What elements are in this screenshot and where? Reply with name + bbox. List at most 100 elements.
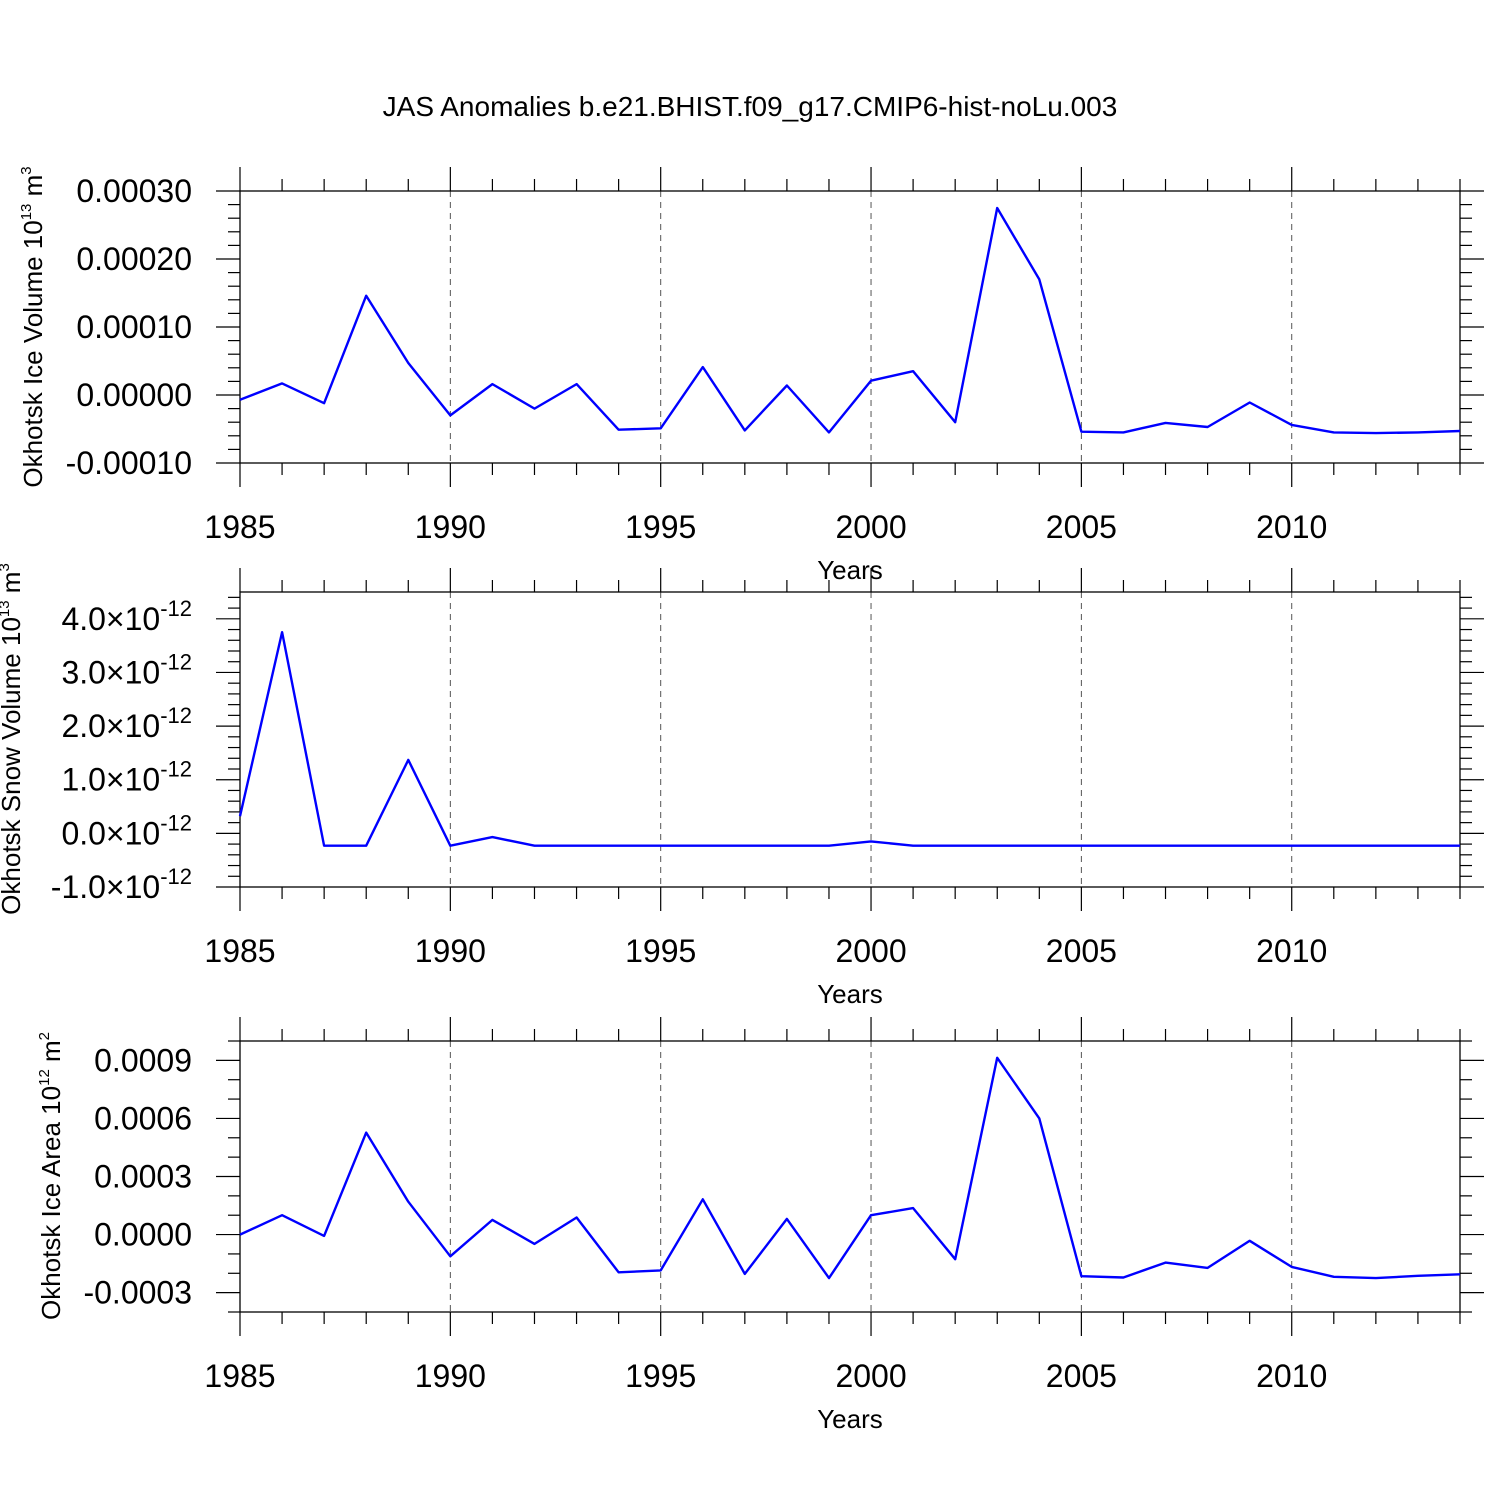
p2-series-line [238,631,1460,847]
p1-point-1992 [532,407,536,411]
p1-point-2008 [1206,425,1210,429]
p2-xtick-label-2005: 2005 [1046,933,1117,969]
p2-point-2014 [1458,844,1462,848]
p1-point-1998 [785,383,789,387]
p3-x-axis-title: Years [817,1404,883,1434]
p2-point-1986 [280,630,284,634]
p2-ytick-label-5: 4.0×10-12 [61,596,192,637]
p2-y-axis-title: Okhotsk Snow Volume 1013 m3 [0,563,26,915]
p3-point-2013 [1416,1274,1420,1278]
p1-xtick-label-1985: 1985 [204,509,275,545]
p2-ytick-label-4: 3.0×10-12 [61,649,192,690]
p1-ytick-label-3: 0.00020 [76,241,192,277]
p2-point-1995 [659,844,663,848]
p1-point-1988 [364,294,368,298]
p2-ytick-label-2: 1.0×10-12 [61,757,192,798]
p1-point-2014 [1458,429,1462,433]
panel-1: 1985 1990 1995 2000 2005 2010 Years -0.00010 0.0… [18,166,1484,585]
p3-plot-frame [239,1040,1461,1313]
p1-point-1985 [238,398,242,402]
p3-point-1985 [238,1233,242,1237]
p3-point-1997 [743,1272,747,1276]
p2-point-2010 [1290,844,1294,848]
p3-point-2000 [869,1213,873,1217]
p1-point-1987 [322,401,326,405]
p3-point-2014 [1458,1272,1462,1276]
p3-point-2006 [1121,1276,1125,1280]
p2-point-1996 [701,844,705,848]
p3-point-1998 [785,1217,789,1221]
p1-point-2003 [995,206,999,210]
p3-point-2009 [1248,1239,1252,1243]
p2-ytick-label-1: 0.0×10-12 [61,810,192,851]
p2-point-1997 [743,844,747,848]
p3-xtick-label-2010: 2010 [1256,1358,1327,1394]
p2-point-1990 [448,844,452,848]
p1-xtick-label-2010: 2010 [1256,509,1327,545]
p3-point-2007 [1164,1261,1168,1265]
p2-point-2005 [1079,844,1083,848]
chart-title: JAS Anomalies b.e21.BHIST.f09_g17.CMIP6-… [383,91,1118,122]
p3-ytick-label-4: 0.0009 [94,1042,192,1078]
p2-point-1987 [322,844,326,848]
p1-point-2012 [1374,431,1378,435]
p2-point-2006 [1121,844,1125,848]
p2-xtick-label-1995: 1995 [625,933,696,969]
p2-point-1998 [785,844,789,848]
p1-y-axis-title: Okhotsk Ice Volume 1013 m3 [18,166,48,487]
p1-xtick-label-1995: 1995 [625,509,696,545]
p2-point-2001 [911,844,915,848]
p3-point-2008 [1206,1266,1210,1270]
p1-point-2010 [1290,423,1294,427]
p1-point-2009 [1248,400,1252,404]
p1-ytick-label-1: 0.00000 [76,377,192,413]
p2-point-2007 [1164,844,1168,848]
p2-point-1988 [364,844,368,848]
p3-point-1988 [364,1131,368,1135]
p3-xtick-label-2005: 2005 [1046,1358,1117,1394]
p2-point-2011 [1332,844,1336,848]
p1-point-2006 [1121,430,1125,434]
p3-xtick-label-2000: 2000 [835,1358,906,1394]
p2-point-1989 [406,758,410,762]
p2-ytick-label-0: -1.0×10-12 [51,864,192,905]
panel-2: 1985 1990 1995 2000 2005 2010 Years -1.0×10-12 0… [0,563,1484,1009]
p2-point-2013 [1416,844,1420,848]
p2-point-1991 [490,835,494,839]
p2-point-1993 [575,844,579,848]
p2-point-1992 [532,844,536,848]
p1-xtick-label-1990: 1990 [415,509,486,545]
p2-point-2004 [1037,844,1041,848]
p3-point-2011 [1332,1275,1336,1279]
p1-point-1997 [743,428,747,432]
p2-point-2002 [953,844,957,848]
p3-point-1987 [322,1234,326,1238]
p1-point-2013 [1416,430,1420,434]
p1-xtick-label-2000: 2000 [835,509,906,545]
p2-ytick-label-3: 2.0×10-12 [61,703,192,744]
p3-point-1989 [406,1200,410,1204]
p3-point-2004 [1037,1116,1041,1120]
p3-point-1991 [490,1218,494,1222]
p3-xtick-label-1995: 1995 [625,1358,696,1394]
p3-point-2010 [1290,1265,1294,1269]
p3-ytick-label-3: 0.0006 [94,1100,192,1136]
p3-point-2002 [953,1257,957,1261]
p2-xtick-label-1985: 1985 [204,933,275,969]
p2-xtick-label-2010: 2010 [1256,933,1327,969]
p3-xtick-label-1990: 1990 [415,1358,486,1394]
p1-point-2001 [911,369,915,373]
p2-point-1985 [238,814,242,818]
p3-point-2003 [995,1056,999,1060]
p1-point-1990 [448,413,452,417]
p2-point-2009 [1248,844,1252,848]
p2-x-axis-title: Years [817,979,883,1009]
p1-point-2011 [1332,430,1336,434]
p2-point-2008 [1206,844,1210,848]
p2-point-1994 [617,844,621,848]
p3-ytick-label-1: 0.0000 [94,1217,192,1253]
p1-point-2005 [1079,430,1083,434]
p3-point-1993 [575,1216,579,1220]
p1-ytick-label-4: 0.00030 [76,173,192,209]
